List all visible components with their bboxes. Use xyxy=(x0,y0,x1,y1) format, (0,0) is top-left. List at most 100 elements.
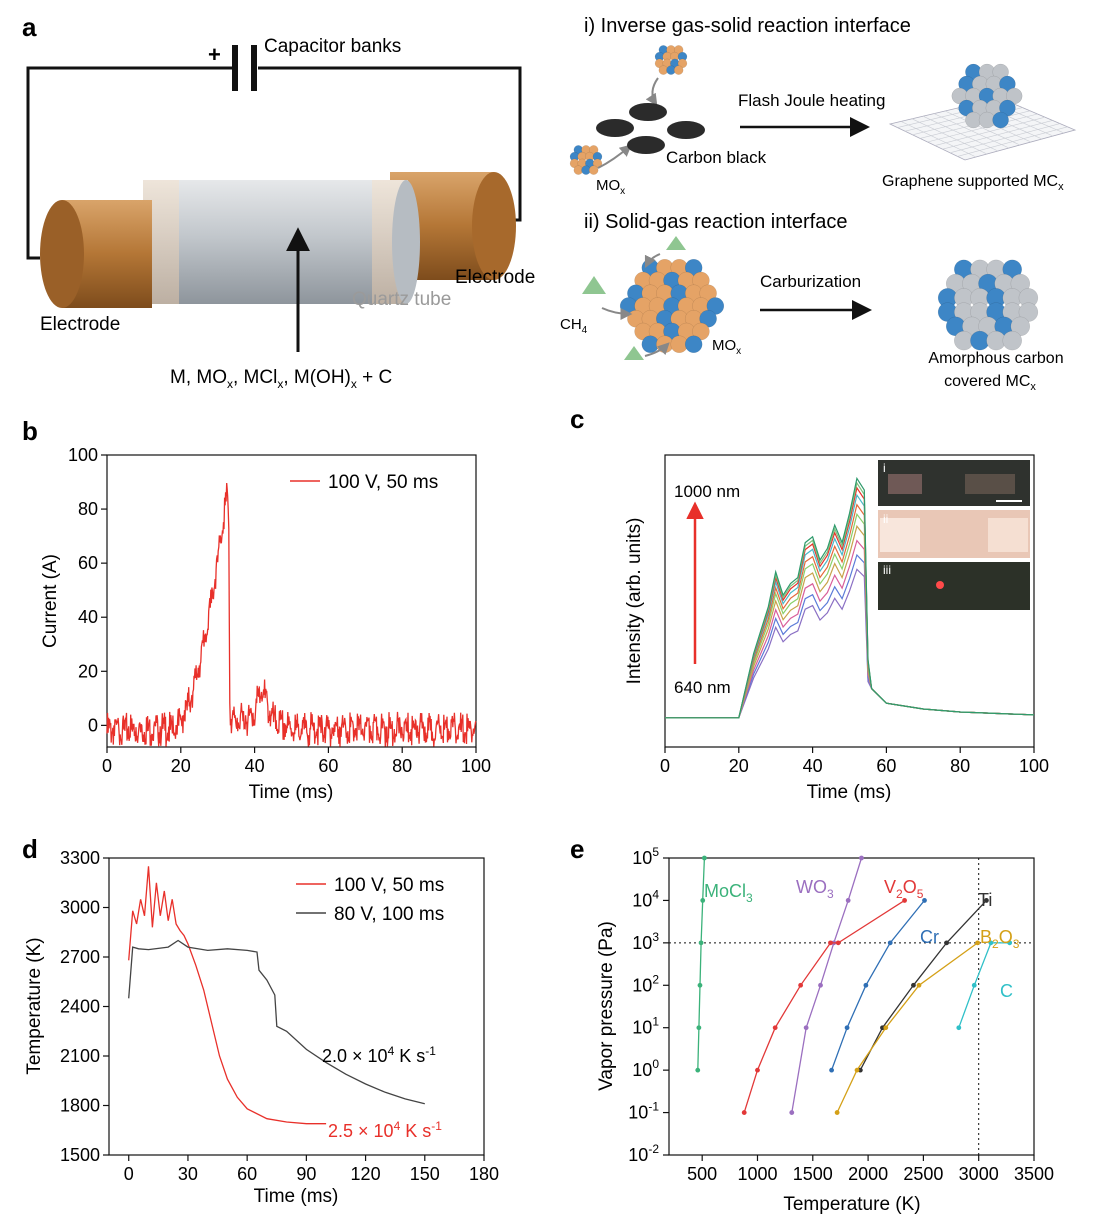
chart-d-annotation-black: 2.0 × 104 K s-1 xyxy=(322,1044,436,1066)
cluster-atom xyxy=(684,335,703,353)
chart-e-point-B2O3 xyxy=(854,1067,860,1073)
quartz-tube-label: Quartz tube xyxy=(352,289,451,310)
chart-e-point-B2O3 xyxy=(975,940,980,946)
x-tick-label: 20 xyxy=(729,756,749,776)
chart-c-spectra-lines xyxy=(665,476,1035,719)
cluster-atom xyxy=(673,65,684,75)
chart-e-point-WO3 xyxy=(789,1110,795,1115)
chart-c-ylabel: Intensity (arb. units) xyxy=(624,518,645,685)
chart-e-point-Ti xyxy=(944,940,950,946)
panel-a-device: + Capacitor banks Electrode Electrode Qu… xyxy=(26,36,535,391)
x-tick-label: 2000 xyxy=(848,1164,888,1184)
amorphous-product-label-line2: covered MCx xyxy=(944,373,1036,393)
chart-e-point-WO3 xyxy=(803,1025,809,1031)
chart-c-annotation-top: 1000 nm xyxy=(674,482,740,501)
chart-c-inset-iii-hotspot xyxy=(936,581,944,589)
x-tick-label: 0 xyxy=(102,756,112,776)
chart-e-point-B2O3 xyxy=(834,1110,840,1115)
chart-e-point-Cr xyxy=(887,940,893,946)
y-tick-label: 1800 xyxy=(60,1096,100,1116)
chart-e-label-C: C xyxy=(1000,981,1013,1001)
chart-e-label-B2O3: B2O3 xyxy=(980,927,1020,951)
y-tick-label: 10-2 xyxy=(628,1142,659,1165)
electrode-right-label: Electrode xyxy=(455,267,535,288)
amorphous-product-label-line1: Amorphous carbon xyxy=(928,350,1063,367)
carburization-label: Carburization xyxy=(760,272,861,291)
capacitor-plus-sign: + xyxy=(208,42,221,67)
chart-e-point-V2O5 xyxy=(902,898,907,903)
ch4-arrow-1 xyxy=(601,307,633,320)
y-tick-label: 10-1 xyxy=(628,1100,659,1123)
chart-e-point-MoCl3 xyxy=(700,898,706,903)
x-tick-label: 150 xyxy=(410,1164,440,1184)
panel-letter-e: e xyxy=(570,834,584,864)
chart-b-ylabel: Current (A) xyxy=(40,554,61,648)
chart-e-point-V2O5 xyxy=(741,1110,747,1115)
chart-e-line-Ti xyxy=(859,899,987,1071)
route-i-mox-label: MOx xyxy=(596,177,625,197)
x-tick-label: 30 xyxy=(178,1164,198,1184)
x-tick-label: 60 xyxy=(876,756,896,776)
chart-e-ylabel: Vapor pressure (Pa) xyxy=(596,921,617,1091)
chart-e-point-WO3 xyxy=(859,855,864,861)
x-tick-label: 500 xyxy=(687,1164,717,1184)
chart-d-annotation-red: 2.5 × 104 K s-1 xyxy=(328,1119,442,1141)
chart-b-frame xyxy=(106,454,477,748)
chart-e-frame xyxy=(668,857,1035,1156)
chart-e-line-MoCl3 xyxy=(697,857,706,1071)
y-tick-label: 1500 xyxy=(60,1145,100,1165)
sample-composition-label: M, MOx, MClx, M(OH)x + C xyxy=(170,367,392,391)
chart-e-point-B2O3 xyxy=(883,1025,889,1031)
y-tick-label: 3300 xyxy=(60,848,100,868)
cluster-atom xyxy=(588,165,599,175)
chart-current-vs-time: 0 20 40 60 80 100 0 20 40 60 80 100 100 V, 50 ms Ti… xyxy=(40,445,491,803)
chart-e-point-Cr xyxy=(844,1025,850,1031)
electrode-left-face xyxy=(40,200,84,308)
chart-temperature-vs-time: 0 30 60 90 120 150 180 1500 1800 2100 2400 2700 3000… xyxy=(24,848,499,1207)
chart-b-legend-label: 100 V, 50 ms xyxy=(328,472,438,493)
y-tick-label: 80 xyxy=(78,499,98,519)
y-tick-label: 105 xyxy=(632,845,659,868)
panel-letter-b: b xyxy=(22,416,38,446)
y-tick-label: 102 xyxy=(632,972,659,995)
electrode-right-cap xyxy=(472,172,516,280)
x-tick-label: 60 xyxy=(237,1164,257,1184)
x-tick-label: 1500 xyxy=(793,1164,833,1184)
chart-e-label-Ti: Ti xyxy=(978,890,992,910)
capacitor-banks-label: Capacitor banks xyxy=(264,36,401,57)
chart-c-frame xyxy=(664,454,1035,748)
chart-c-inset-iii xyxy=(878,562,1030,610)
chart-c-inset-label-i: i xyxy=(883,461,886,475)
carbon-black-particle-4 xyxy=(627,136,665,154)
y-tick-label: 100 xyxy=(68,445,98,465)
graphene-lattice-line xyxy=(927,113,1038,143)
chart-e-label-MoCl3: MoCl3 xyxy=(704,881,753,905)
chart-e-point-C xyxy=(971,982,977,988)
panel-letter-c: c xyxy=(570,404,584,434)
chart-d-ylabel: Temperature (K) xyxy=(24,937,45,1074)
chart-e-point-B2O3 xyxy=(916,982,922,988)
panel-a-scheme: i) Inverse gas-solid reaction interface … xyxy=(560,15,1077,393)
chart-c-inset-label-ii: ii xyxy=(883,512,888,526)
chart-e-point-WO3 xyxy=(818,982,823,988)
mox-cluster-small-top xyxy=(654,45,688,75)
route-i-arrow-top xyxy=(645,77,659,106)
x-tick-label: 40 xyxy=(245,756,265,776)
x-tick-label: 90 xyxy=(296,1164,316,1184)
x-tick-label: 40 xyxy=(803,756,823,776)
x-tick-label: 0 xyxy=(660,756,670,776)
chart-e-point-MoCl3 xyxy=(698,940,704,946)
chart-e-point-Cr xyxy=(863,982,869,988)
cluster-atom xyxy=(1002,330,1022,351)
chart-e-point-Ti xyxy=(880,1025,885,1031)
chart-e-label-WO3: WO3 xyxy=(796,877,834,901)
carbon-black-particle-1 xyxy=(629,103,667,121)
chart-e-point-Ti xyxy=(911,982,916,988)
y-tick-label: 60 xyxy=(78,553,98,573)
ch4-molecule-1 xyxy=(582,276,606,294)
y-tick-label: 0 xyxy=(88,715,98,735)
panel-letter-d: d xyxy=(22,834,38,864)
chart-b-series-line xyxy=(106,482,477,747)
panel-letter-a: a xyxy=(22,12,37,42)
